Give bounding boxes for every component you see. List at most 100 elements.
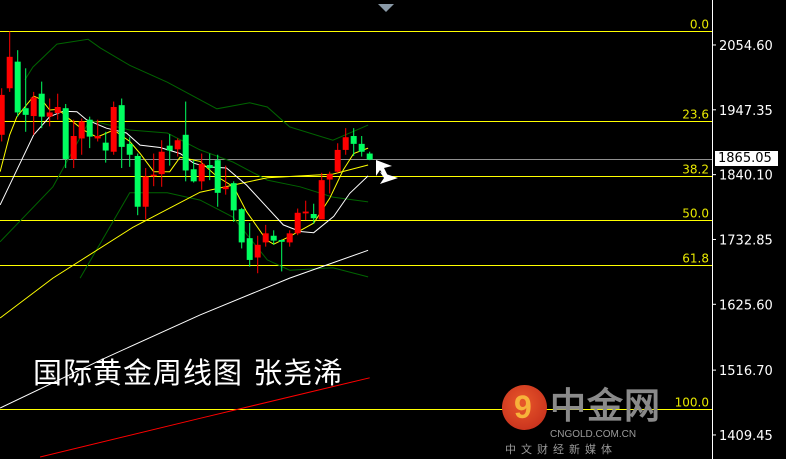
fib-level-label: 61.8 [682, 252, 709, 266]
candle-body [38, 93, 45, 117]
candle-down [246, 223, 253, 267]
logo-emblem-icon: 9 [502, 385, 547, 430]
candle-body [270, 235, 277, 241]
candle-up [174, 138, 181, 157]
bollinger-upper-line [24, 38, 369, 141]
candle-down [230, 181, 237, 222]
watermark-logo: 9 中金网 CNGOLD.COM.CN 中文财经新媒体 [500, 384, 665, 458]
fib-level-label: 50.0 [682, 207, 709, 221]
candle-body [342, 137, 349, 150]
candle-body [126, 143, 133, 155]
candle-body [0, 94, 5, 135]
candle-body [326, 174, 333, 180]
candle-up [94, 119, 101, 142]
ma-slow-white-line [0, 249, 369, 409]
candle-down [358, 136, 365, 157]
candle-body [318, 180, 325, 220]
candle-down [134, 153, 141, 216]
candle-down [366, 151, 373, 161]
candle-body [310, 213, 317, 219]
fibonacci-levels: 0.0 23.6 38.2 50.0 61.8 100.0 [0, 18, 712, 410]
candle-down [102, 131, 109, 163]
candle-up [46, 98, 53, 127]
candle-down [166, 134, 173, 166]
candle-body [22, 108, 29, 115]
candle-up [110, 101, 117, 155]
candle-up [198, 153, 205, 190]
fib-level-label: 0.0 [690, 18, 709, 32]
candle-down [126, 137, 133, 167]
candle-up [222, 165, 229, 195]
candle-up [294, 208, 301, 236]
candle-down [62, 103, 69, 169]
candle-body [54, 106, 61, 114]
candle-down [278, 239, 285, 272]
axis-tick-label: 1409.45 [719, 429, 773, 444]
candle-up [158, 140, 165, 187]
candle-up [326, 171, 333, 194]
axis-tick-label: 1516.70 [719, 364, 773, 379]
candle-up [302, 200, 309, 221]
candle-body [158, 151, 165, 175]
candle-up [262, 224, 269, 247]
candle-body [6, 56, 13, 89]
candle-up [342, 128, 349, 155]
candle-body [70, 136, 77, 159]
candle-body [254, 244, 261, 258]
bollinger-middle-line [0, 119, 369, 243]
candle-down [350, 128, 357, 156]
candle-body [366, 153, 373, 160]
ma-slow-yellow-line [0, 164, 369, 319]
logo-domain: CNGOLD.COM.CN [550, 429, 637, 440]
axis-tick-label: 1625.60 [719, 298, 773, 313]
candle-up [30, 91, 37, 135]
candle-body [94, 136, 101, 139]
price-axis: 2054.60 1947.35 1840.10 1732.85 1625.60 1516.… [712, 0, 773, 459]
candle-down [238, 207, 245, 249]
candle-up [334, 143, 341, 173]
bollinger-lower-line [79, 192, 369, 279]
candle-body [182, 134, 189, 171]
candle-body [222, 186, 229, 190]
candle-body [174, 140, 181, 150]
candle-body [110, 106, 117, 152]
candle-body [62, 108, 69, 159]
indicator-lines [0, 38, 370, 458]
candle-body [286, 233, 293, 243]
scroll-marker-icon[interactable] [378, 4, 394, 12]
fib-level-label: 38.2 [682, 163, 709, 177]
arrow-cursor-icon [376, 160, 398, 184]
candle-body [262, 233, 269, 243]
candle-body [198, 163, 205, 182]
candle-down [310, 203, 317, 224]
candle-up [150, 153, 157, 187]
candle-up [142, 168, 149, 220]
candle-up [78, 118, 85, 155]
candle-body [246, 238, 253, 260]
current-price-label: 1865.05 [715, 151, 778, 166]
candle-body [334, 149, 341, 172]
candle-body [166, 145, 173, 151]
candle-down [86, 116, 93, 149]
candle-body [150, 174, 157, 177]
candle-body [358, 143, 365, 152]
candle-body [190, 169, 197, 182]
candle-body [206, 165, 213, 169]
candle-body [238, 209, 245, 243]
candle-down [214, 154, 221, 207]
fib-level-label: 23.6 [682, 108, 709, 122]
axis-tick-label: 1947.35 [719, 104, 773, 119]
candle-down [206, 153, 213, 181]
candle-body [14, 61, 21, 113]
axis-tick-label: 2054.60 [719, 39, 773, 54]
candle-down [118, 98, 125, 169]
candle-body [134, 155, 141, 207]
candle-body [86, 119, 93, 137]
candle-body [350, 136, 357, 144]
candles [0, 31, 373, 274]
candle-body [46, 112, 53, 117]
candle-up [6, 31, 13, 92]
candle-down [14, 50, 21, 117]
candle-body [30, 97, 37, 117]
